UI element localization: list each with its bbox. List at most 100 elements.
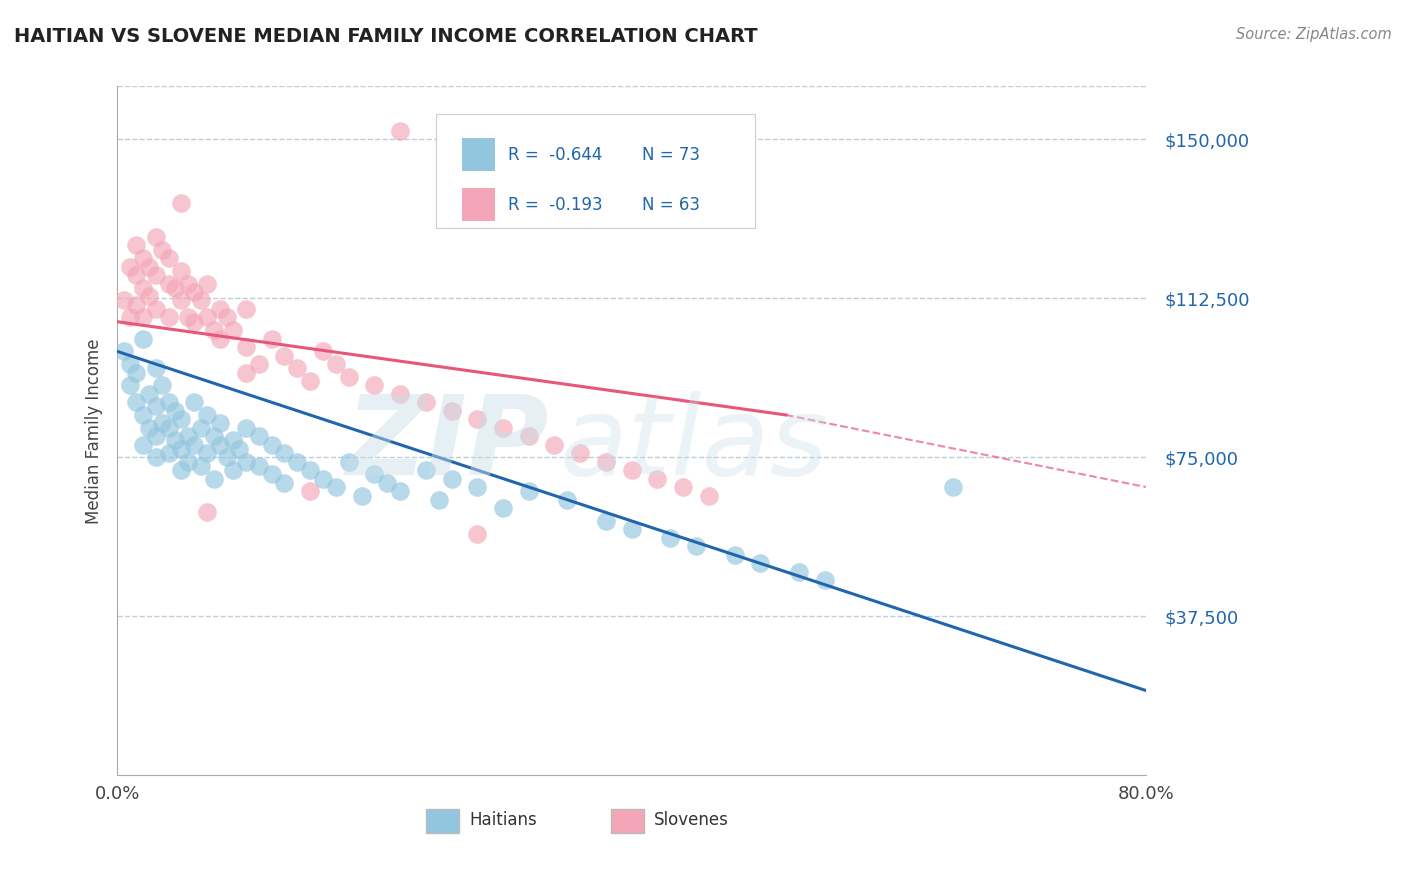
Point xyxy=(132,437,155,451)
Point xyxy=(209,417,232,431)
Point xyxy=(157,310,180,325)
Point xyxy=(150,378,173,392)
Point xyxy=(228,442,250,456)
Point xyxy=(125,268,148,282)
Point xyxy=(177,455,200,469)
Point xyxy=(247,458,270,473)
Point xyxy=(813,574,835,588)
Point xyxy=(195,506,218,520)
Point xyxy=(170,412,193,426)
Point xyxy=(389,124,412,138)
Text: N = 73: N = 73 xyxy=(643,145,700,164)
Point xyxy=(195,310,218,325)
Point xyxy=(177,310,200,325)
Point xyxy=(183,437,205,451)
Point xyxy=(569,446,592,460)
Point xyxy=(337,369,360,384)
Point xyxy=(170,463,193,477)
Point xyxy=(170,196,193,211)
Point xyxy=(415,395,437,409)
Point xyxy=(132,281,155,295)
Point xyxy=(235,301,257,316)
Point xyxy=(389,386,412,401)
Point xyxy=(138,420,160,434)
Point xyxy=(145,230,167,244)
Point xyxy=(235,420,257,434)
Point xyxy=(202,429,225,443)
Point xyxy=(312,472,335,486)
Point xyxy=(138,289,160,303)
Point xyxy=(215,310,238,325)
Point xyxy=(132,310,155,325)
Point xyxy=(132,251,155,265)
Point xyxy=(363,467,385,482)
Point xyxy=(492,501,515,516)
Point xyxy=(157,251,180,265)
Point xyxy=(749,557,772,571)
Point xyxy=(543,437,565,451)
Point xyxy=(427,492,450,507)
Point xyxy=(170,442,193,456)
Point xyxy=(595,514,617,528)
Point xyxy=(145,450,167,465)
Point xyxy=(195,408,218,422)
Point xyxy=(118,260,141,274)
FancyBboxPatch shape xyxy=(426,809,458,832)
Point xyxy=(517,484,540,499)
Text: Source: ZipAtlas.com: Source: ZipAtlas.com xyxy=(1236,27,1392,42)
Point xyxy=(138,260,160,274)
FancyBboxPatch shape xyxy=(463,138,495,171)
Point xyxy=(118,357,141,371)
Point xyxy=(177,277,200,291)
Point xyxy=(222,323,245,337)
Point xyxy=(620,463,643,477)
Point xyxy=(190,458,212,473)
Point xyxy=(118,310,141,325)
Point xyxy=(465,412,488,426)
Point xyxy=(125,298,148,312)
Point xyxy=(375,475,398,490)
Point xyxy=(415,463,437,477)
Point xyxy=(209,332,232,346)
Point xyxy=(273,446,295,460)
Point xyxy=(112,344,135,359)
Point xyxy=(165,403,187,417)
Text: HAITIAN VS SLOVENE MEDIAN FAMILY INCOME CORRELATION CHART: HAITIAN VS SLOVENE MEDIAN FAMILY INCOME … xyxy=(14,27,758,45)
Point xyxy=(337,455,360,469)
Text: R =  -0.644: R = -0.644 xyxy=(508,145,603,164)
Point xyxy=(260,332,283,346)
Y-axis label: Median Family Income: Median Family Income xyxy=(86,338,103,524)
Point xyxy=(273,349,295,363)
Point xyxy=(157,420,180,434)
Point xyxy=(659,531,682,545)
Point xyxy=(685,540,707,554)
Point xyxy=(209,437,232,451)
Text: Haitians: Haitians xyxy=(470,811,537,830)
Point xyxy=(183,315,205,329)
Point xyxy=(138,386,160,401)
Point xyxy=(299,484,322,499)
Point xyxy=(350,489,373,503)
Point xyxy=(150,243,173,257)
Point xyxy=(440,472,463,486)
Point xyxy=(165,434,187,448)
Point xyxy=(132,332,155,346)
Point xyxy=(112,293,135,308)
Point xyxy=(190,420,212,434)
Point xyxy=(440,403,463,417)
Point xyxy=(620,523,643,537)
Point xyxy=(157,277,180,291)
Point xyxy=(195,277,218,291)
Point xyxy=(363,378,385,392)
Text: Slovenes: Slovenes xyxy=(654,811,730,830)
FancyBboxPatch shape xyxy=(463,188,495,221)
Point xyxy=(273,475,295,490)
Point xyxy=(190,293,212,308)
FancyBboxPatch shape xyxy=(612,809,644,832)
Point xyxy=(118,378,141,392)
Text: atlas: atlas xyxy=(560,392,828,498)
Point xyxy=(299,374,322,388)
Point xyxy=(247,429,270,443)
Point xyxy=(465,480,488,494)
Point xyxy=(235,366,257,380)
